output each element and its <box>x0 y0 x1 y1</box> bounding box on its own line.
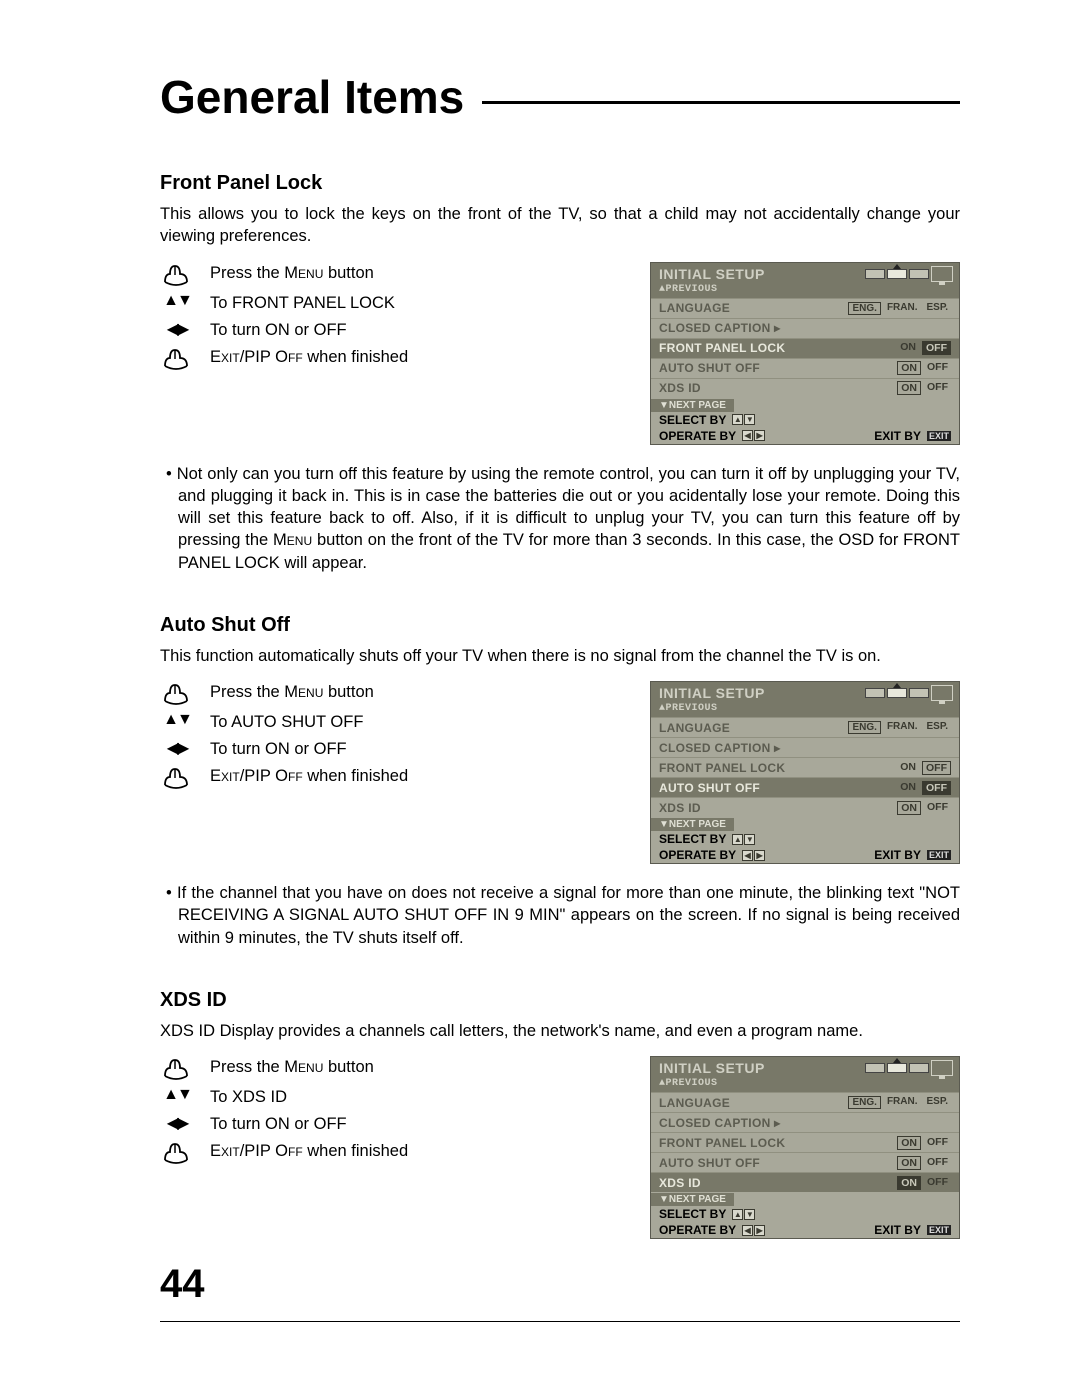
press-icon <box>160 346 194 370</box>
title-rule <box>482 101 960 104</box>
osd-row-selected: FRONT PANEL LOCKONOFF <box>651 338 959 358</box>
press-icon <box>160 681 194 705</box>
press-icon <box>160 1140 194 1164</box>
monitor-icon <box>931 266 953 282</box>
instruction-list: Press the Menu button ▲▼ To FRONT PANEL … <box>160 262 610 376</box>
section-desc: This allows you to lock the keys on the … <box>160 203 960 248</box>
page-number: 44 <box>160 1262 205 1307</box>
section-title: Front Panel Lock <box>160 172 960 195</box>
section-note: Not only can you turn off this feature b… <box>160 463 960 574</box>
osd-previous: ▲PREVIOUS <box>651 283 959 298</box>
press-icon <box>160 1056 194 1080</box>
section-xds-id: XDS ID XDS ID Display provides a channel… <box>160 989 960 1239</box>
page-title: General Items <box>160 70 464 124</box>
up-down-icon: ▲▼ <box>160 1086 194 1104</box>
up-down-icon: ▲▼ <box>160 711 194 729</box>
left-right-icon: ◀▶ <box>160 738 194 758</box>
bottom-rule <box>160 1321 960 1323</box>
section-title: XDS ID <box>160 989 960 1012</box>
osd-menu: INITIAL SETUP ▲PREVIOUS LANGUAGEENG.FRAN… <box>650 262 960 445</box>
step-exit: Exit/PIP Off when finished <box>160 346 610 370</box>
section-title: Auto Shut Off <box>160 614 960 637</box>
step-toggle: ◀▶ To turn ON or OFF <box>160 319 610 340</box>
left-right-icon: ◀▶ <box>160 319 194 339</box>
section-auto-shut-off: Auto Shut Off This function automaticall… <box>160 614 960 949</box>
section-note: If the channel that you have on does not… <box>160 882 960 949</box>
osd-menu: INITIAL SETUP ▲PREVIOUS LANGUAGEENG.FRAN… <box>650 681 960 864</box>
press-icon <box>160 262 194 286</box>
section-front-panel-lock: Front Panel Lock This allows you to lock… <box>160 172 960 574</box>
section-desc: This function automatically shuts off yo… <box>160 645 960 667</box>
left-right-icon: ◀▶ <box>160 1113 194 1133</box>
press-icon <box>160 765 194 789</box>
step-nav: ▲▼ To FRONT PANEL LOCK <box>160 292 610 313</box>
osd-title: INITIAL SETUP <box>659 266 765 282</box>
osd-menu: INITIAL SETUP ▲PREVIOUS LANGUAGEENG.FRAN… <box>650 1056 960 1239</box>
up-down-icon: ▲▼ <box>160 292 194 310</box>
step-menu: Press the Menu button <box>160 262 610 286</box>
section-desc: XDS ID Display provides a channels call … <box>160 1020 960 1042</box>
